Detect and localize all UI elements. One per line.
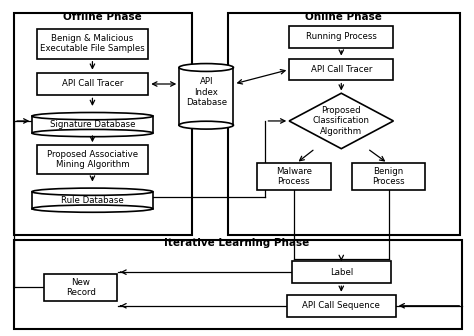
FancyBboxPatch shape <box>44 274 117 301</box>
FancyBboxPatch shape <box>292 261 391 283</box>
FancyBboxPatch shape <box>352 163 425 190</box>
FancyBboxPatch shape <box>37 145 148 174</box>
Ellipse shape <box>32 129 153 137</box>
Text: Proposed
Classification
Algorithm: Proposed Classification Algorithm <box>313 106 370 136</box>
Text: Online Phase: Online Phase <box>305 12 382 22</box>
Text: API
Index
Database: API Index Database <box>186 78 227 107</box>
Text: API Call Tracer: API Call Tracer <box>62 80 123 88</box>
FancyBboxPatch shape <box>287 295 396 317</box>
Ellipse shape <box>32 113 153 120</box>
FancyBboxPatch shape <box>289 26 393 48</box>
Bar <box>32 116 153 133</box>
Text: Offline Phase: Offline Phase <box>63 12 141 22</box>
Polygon shape <box>289 93 393 149</box>
Text: API Call Tracer: API Call Tracer <box>310 65 372 74</box>
FancyBboxPatch shape <box>37 29 148 59</box>
Bar <box>179 68 233 125</box>
Text: API Call Sequence: API Call Sequence <box>302 301 380 310</box>
Text: Iterative Learning Phase: Iterative Learning Phase <box>164 238 310 248</box>
Ellipse shape <box>179 64 233 72</box>
Text: Label: Label <box>329 268 353 277</box>
Ellipse shape <box>32 188 153 195</box>
FancyBboxPatch shape <box>289 58 393 80</box>
FancyBboxPatch shape <box>14 13 192 235</box>
Text: Benign & Malicious
Executable File Samples: Benign & Malicious Executable File Sampl… <box>40 34 145 53</box>
Text: Signature Database: Signature Database <box>50 120 135 129</box>
FancyBboxPatch shape <box>37 73 148 95</box>
Text: Running Process: Running Process <box>306 33 377 41</box>
FancyBboxPatch shape <box>14 240 462 329</box>
Text: New
Record: New Record <box>65 278 96 297</box>
Text: Malware
Process: Malware Process <box>276 167 312 186</box>
Ellipse shape <box>32 205 153 212</box>
Ellipse shape <box>179 121 233 129</box>
FancyBboxPatch shape <box>228 13 460 235</box>
Text: Proposed Associative
Mining Algorithm: Proposed Associative Mining Algorithm <box>47 150 138 169</box>
Text: Rule Database: Rule Database <box>61 196 124 205</box>
Text: Benign
Process: Benign Process <box>373 167 405 186</box>
Bar <box>32 192 153 209</box>
FancyBboxPatch shape <box>257 163 331 190</box>
